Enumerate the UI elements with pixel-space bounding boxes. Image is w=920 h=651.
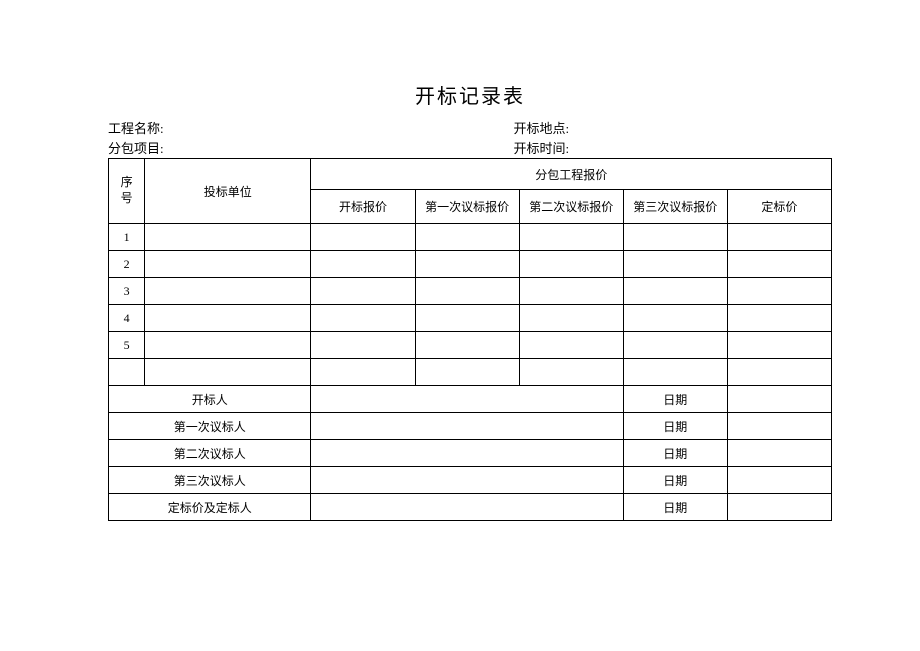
table-row: 4 (109, 305, 832, 332)
footer-date-label: 日期 (623, 413, 727, 440)
cell-final (727, 305, 831, 332)
subpackage-label: 分包项目: (108, 141, 164, 156)
col-neg3-price: 第三次议标报价 (623, 190, 727, 224)
footer-value (311, 494, 623, 521)
page-title: 开标记录表 (108, 80, 832, 109)
cell-final (727, 251, 831, 278)
location-label: 开标地点: (513, 121, 569, 136)
cell-n3 (623, 359, 727, 386)
cell-open (311, 224, 415, 251)
cell-n3 (623, 332, 727, 359)
meta-location: 开标地点: (513, 119, 832, 139)
meta-row-2: 分包项目: 开标时间: (108, 139, 832, 159)
meta-project-name: 工程名称: (108, 119, 513, 139)
cell-seq: 4 (109, 305, 145, 332)
col-neg1-price: 第一次议标报价 (415, 190, 519, 224)
col-bidder: 投标单位 (145, 159, 311, 224)
table-row: 3 (109, 278, 832, 305)
footer-row: 开标人 日期 (109, 386, 832, 413)
table-row (109, 359, 832, 386)
time-label: 开标时间: (513, 141, 569, 156)
cell-seq: 2 (109, 251, 145, 278)
footer-value (311, 440, 623, 467)
footer-date-label: 日期 (623, 467, 727, 494)
footer-date-value (727, 386, 831, 413)
cell-bidder (145, 305, 311, 332)
cell-n2 (519, 359, 623, 386)
footer-row: 定标价及定标人 日期 (109, 494, 832, 521)
cell-n3 (623, 251, 727, 278)
header-row-1: 序 号 投标单位 分包工程报价 (109, 159, 832, 190)
cell-open (311, 332, 415, 359)
cell-final (727, 359, 831, 386)
cell-n1 (415, 278, 519, 305)
col-final-price: 定标价 (727, 190, 831, 224)
cell-bidder (145, 359, 311, 386)
cell-bidder (145, 278, 311, 305)
cell-n3 (623, 224, 727, 251)
cell-final (727, 278, 831, 305)
cell-n1 (415, 251, 519, 278)
footer-date-label: 日期 (623, 494, 727, 521)
cell-final (727, 224, 831, 251)
cell-open (311, 359, 415, 386)
cell-n2 (519, 278, 623, 305)
cell-open (311, 251, 415, 278)
footer-date-value (727, 440, 831, 467)
footer-value (311, 386, 623, 413)
footer-label: 开标人 (109, 386, 311, 413)
cell-seq: 5 (109, 332, 145, 359)
meta-row-1: 工程名称: 开标地点: (108, 119, 832, 139)
cell-seq: 3 (109, 278, 145, 305)
cell-n1 (415, 332, 519, 359)
cell-n1 (415, 224, 519, 251)
footer-date-value (727, 467, 831, 494)
col-neg2-price: 第二次议标报价 (519, 190, 623, 224)
footer-label: 第二次议标人 (109, 440, 311, 467)
cell-n2 (519, 305, 623, 332)
footer-date-value (727, 413, 831, 440)
footer-label: 第一次议标人 (109, 413, 311, 440)
cell-n1 (415, 359, 519, 386)
cell-seq (109, 359, 145, 386)
page: 开标记录表 工程名称: 开标地点: 分包项目: 开标时间: (0, 0, 920, 651)
cell-n1 (415, 305, 519, 332)
cell-bidder (145, 251, 311, 278)
meta-subpackage: 分包项目: (108, 139, 513, 159)
footer-value (311, 467, 623, 494)
col-seq: 序 号 (109, 159, 145, 224)
footer-value (311, 413, 623, 440)
footer-row: 第一次议标人 日期 (109, 413, 832, 440)
cell-n2 (519, 332, 623, 359)
cell-bidder (145, 332, 311, 359)
table-row: 5 (109, 332, 832, 359)
cell-open (311, 305, 415, 332)
footer-label: 第三次议标人 (109, 467, 311, 494)
footer-row: 第三次议标人 日期 (109, 467, 832, 494)
footer-date-label: 日期 (623, 440, 727, 467)
col-open-price: 开标报价 (311, 190, 415, 224)
footer-label: 定标价及定标人 (109, 494, 311, 521)
meta-time: 开标时间: (513, 139, 832, 159)
table-row: 1 (109, 224, 832, 251)
cell-n2 (519, 224, 623, 251)
cell-open (311, 278, 415, 305)
bid-record-table: 序 号 投标单位 分包工程报价 开标报价 第一次议标报价 第二次议标报价 第三次… (108, 158, 832, 521)
footer-row: 第二次议标人 日期 (109, 440, 832, 467)
col-quote-group: 分包工程报价 (311, 159, 832, 190)
cell-n2 (519, 251, 623, 278)
project-name-label: 工程名称: (108, 121, 164, 136)
cell-bidder (145, 224, 311, 251)
cell-n3 (623, 278, 727, 305)
cell-n3 (623, 305, 727, 332)
footer-date-value (727, 494, 831, 521)
table-row: 2 (109, 251, 832, 278)
footer-date-label: 日期 (623, 386, 727, 413)
cell-seq: 1 (109, 224, 145, 251)
cell-final (727, 332, 831, 359)
